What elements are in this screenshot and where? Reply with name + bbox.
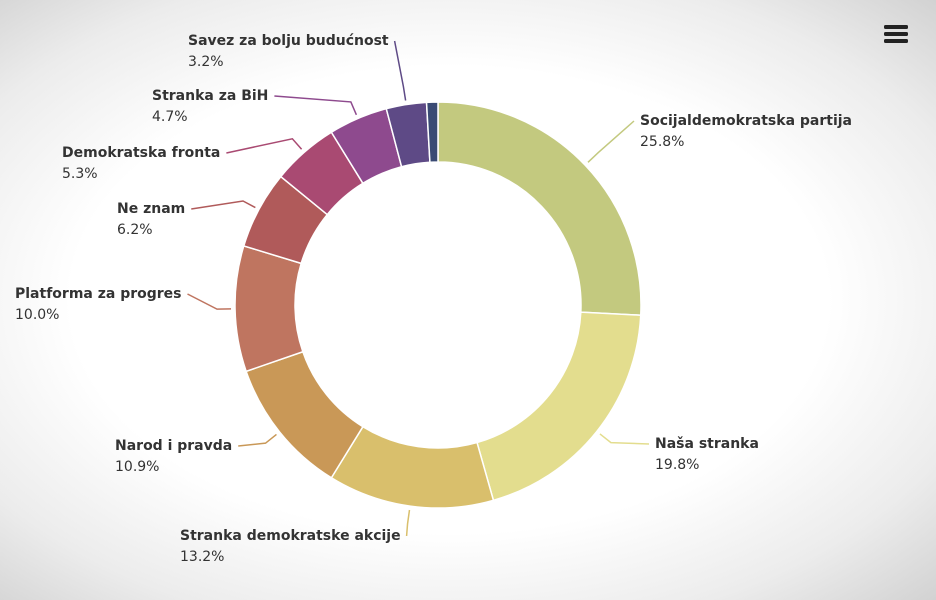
menu-button[interactable] xyxy=(884,25,908,43)
connector-line xyxy=(587,120,635,163)
connector-line xyxy=(274,95,358,116)
donut-slice xyxy=(425,101,439,164)
data-label-name: Stranka demokratske akcije xyxy=(180,528,401,544)
connector-line xyxy=(187,293,232,310)
data-label-value: 25.8% xyxy=(640,134,684,150)
data-label-value: 13.2% xyxy=(180,549,224,565)
data-label-name: Socijaldemokratska partija xyxy=(640,113,852,129)
data-label-name: Narod i pravda xyxy=(115,438,232,454)
data-label-value: 3.2% xyxy=(188,54,224,70)
connector-line xyxy=(599,433,650,445)
data-label-name: Platforma za progres xyxy=(15,286,182,302)
donut-slice xyxy=(437,101,642,316)
connector-line xyxy=(393,40,407,101)
data-label-name: Demokratska fronta xyxy=(62,145,220,161)
data-label-value: 4.7% xyxy=(152,109,188,125)
data-label-value: 10.9% xyxy=(115,459,159,475)
data-label-value: 5.3% xyxy=(62,166,98,182)
data-label-name: Naša stranka xyxy=(655,436,759,452)
data-label-name: Ne znam xyxy=(117,201,185,217)
data-label-name: Savez za bolju budućnost xyxy=(188,33,389,49)
menu-bar[interactable] xyxy=(884,39,908,43)
connector-line xyxy=(238,433,277,447)
connector-line xyxy=(405,509,411,537)
connector-line xyxy=(226,137,303,154)
data-label-value: 6.2% xyxy=(117,222,153,238)
donut-slice xyxy=(234,244,304,373)
menu-bar[interactable] xyxy=(884,32,908,36)
data-label-name: Stranka za BiH xyxy=(152,88,268,104)
donut-slice xyxy=(476,311,642,502)
connector-line xyxy=(191,200,256,210)
data-label-value: 19.8% xyxy=(655,457,699,473)
menu-bar[interactable] xyxy=(884,25,908,29)
data-label-value: 10.0% xyxy=(15,307,59,323)
